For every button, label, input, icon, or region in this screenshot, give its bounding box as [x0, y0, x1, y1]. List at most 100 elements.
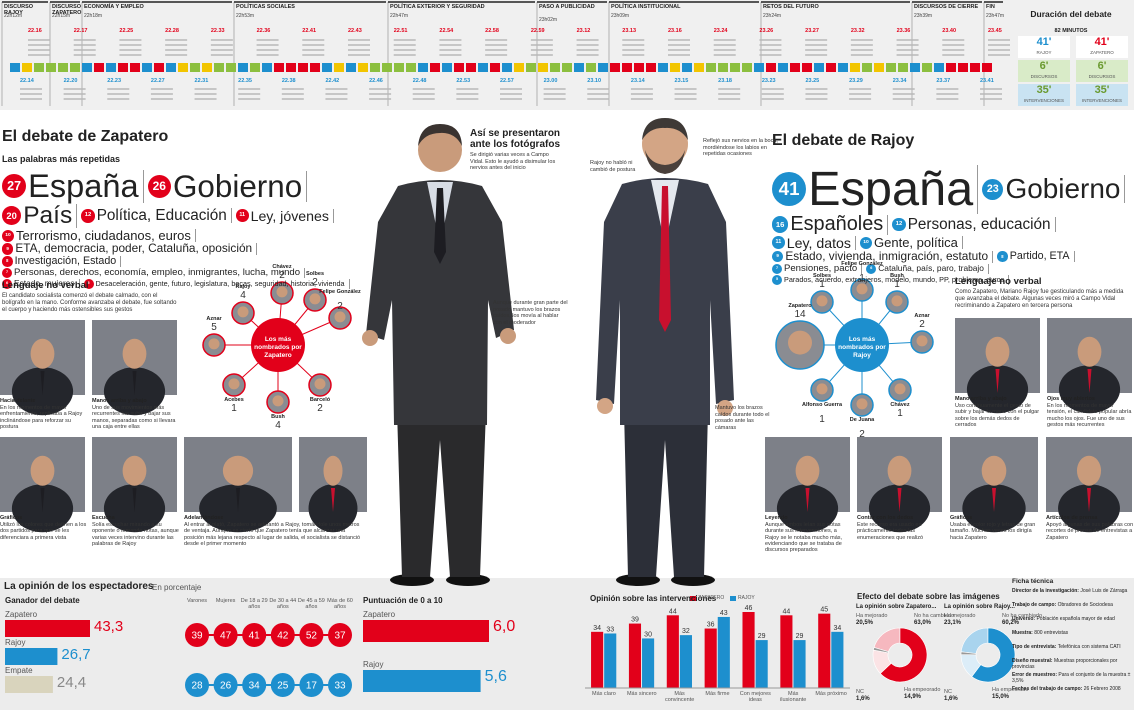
ficha-item: Universo: Población española mayor de ed…: [1012, 616, 1132, 622]
network-face: [816, 383, 828, 395]
figure-note: Mantuvo los brazos caídos durante todo e…: [715, 405, 770, 431]
ficha-label: Fechas del trabajo de campo:: [1012, 686, 1083, 692]
dot-label: 25: [277, 681, 289, 692]
legend-label: RAJOY: [738, 595, 755, 601]
network-name: Solbes: [812, 273, 832, 279]
word-count: 27: [2, 174, 27, 199]
duration-label: INTERVENCIONES: [1082, 98, 1122, 103]
duration-block: [1076, 36, 1128, 58]
photo-text: Apoyó algunas de sus palabras con recort…: [1046, 522, 1134, 541]
value-label: 5,6: [484, 668, 507, 685]
dot: [185, 673, 209, 697]
bar: [642, 638, 655, 688]
word-item: 27 España: [2, 170, 144, 203]
event-time: 22.46: [369, 78, 383, 84]
word-item: 10 Terrorismo, ciudadanos, euros: [2, 228, 196, 244]
word-item: 20 País: [2, 203, 78, 229]
figure-note: Aunque durante gran parte del posado man…: [493, 300, 568, 326]
network-face: [272, 395, 284, 407]
network-name: De Juana: [849, 417, 875, 423]
segment-title: DISCURSOS DE CIERRE: [914, 4, 979, 10]
time-square: [418, 63, 428, 72]
photo-caption: Hacia delante: [0, 398, 36, 404]
network-count: 2: [312, 277, 318, 288]
segment-title: DISCURSO RAJOY: [4, 4, 34, 16]
pie-slice: [879, 627, 928, 683]
network-face: [856, 398, 868, 410]
word-count: 11: [235, 209, 249, 223]
network-face: [916, 335, 928, 347]
ficha-item: Trabajo de campo: Obradores de Sociodesa: [1012, 602, 1132, 608]
section-subtitle: Las palabras más repetidas: [2, 154, 121, 164]
event-time: 23.37: [936, 78, 951, 84]
time-square: [622, 63, 632, 72]
nonverbal-title: Lenguaje no verbal: [955, 276, 1042, 287]
event-time: 23.15: [674, 78, 689, 84]
event-time: 22.51: [393, 28, 408, 34]
network-name: Aznar: [206, 316, 222, 322]
event-time: 22.53: [456, 78, 471, 84]
photo-tie: [897, 488, 902, 512]
time-square: [766, 63, 776, 72]
network-face: [788, 330, 812, 355]
segment-title: ECONOMÍA Y EMPLEO: [84, 4, 144, 10]
ficha-label: Error de muestreo:: [1012, 672, 1058, 678]
time-square: [694, 63, 704, 72]
time-square: [286, 63, 296, 72]
dot-label: 42: [277, 631, 289, 642]
time-square: [142, 63, 152, 72]
network-name: Aznar: [914, 313, 930, 319]
event-time: 23.18: [718, 78, 732, 84]
network-face: [208, 338, 220, 350]
time-square: [34, 63, 44, 72]
time-square: [526, 63, 536, 72]
photo-text: Al entrar al plató, Zapatero se adelantó…: [184, 522, 361, 547]
chart-title: Ganador del debate: [5, 596, 80, 605]
bar: [363, 620, 489, 642]
time-square: [922, 63, 932, 72]
time-square: [10, 63, 20, 72]
chart-title: La opinión sobre Zapatero...: [856, 604, 937, 610]
event-time: 22.36: [256, 28, 271, 34]
word-count: 7: [2, 267, 12, 278]
time-square: [106, 63, 116, 72]
ficha-item: Tipo de entrevista: Telefónica con siste…: [1012, 644, 1132, 650]
slice-value: 15,0%: [992, 694, 1010, 700]
segment-time: 23h24m: [763, 13, 782, 19]
segment-time: 22h15m: [52, 13, 71, 19]
section-title: El debate de Rajoy: [772, 132, 915, 149]
duration-value: 41': [1094, 36, 1110, 48]
time-square: [238, 63, 248, 72]
value-label: 32: [682, 628, 690, 635]
time-square: [850, 63, 860, 72]
group-label: Mujeres: [215, 598, 236, 604]
photo-head: [122, 455, 147, 486]
bar: [363, 670, 481, 692]
event-time: 23.29: [849, 78, 863, 84]
segment-title: POLÍTICA INSTITUCIONAL: [611, 4, 681, 10]
word-text: Terrorismo, ciudadanos, euros: [16, 228, 191, 244]
bar: [5, 648, 58, 665]
network-name: Bush: [890, 273, 904, 279]
slice-value: 63,0%: [914, 620, 932, 626]
group-label: De 30 a 44 años: [269, 598, 297, 610]
value-label: 39: [631, 617, 639, 624]
bar: [704, 628, 717, 688]
photo-text: Aunque ambos leían sus notas durante sus…: [765, 522, 843, 554]
segment-title: POLÍTICAS SOCIALES: [236, 4, 295, 10]
slice-value: 14,9%: [904, 694, 922, 700]
slice-value: 1,6%: [944, 696, 958, 702]
chart-title: Opinión sobre las intervenciones: [590, 594, 717, 603]
category-label: Más convincente: [664, 691, 695, 703]
segment-time: 23h39m: [914, 13, 933, 19]
network-count: 1: [819, 279, 825, 290]
duration-label: INTERVENCIONES: [1024, 98, 1064, 103]
value-label: 36: [707, 622, 715, 629]
event-time: 22.35: [238, 78, 252, 84]
word-text: Personas, educación: [907, 215, 1051, 233]
photo-caption: Escucha: [92, 515, 115, 521]
word-item: 41 España: [772, 165, 979, 214]
time-square: [670, 63, 680, 72]
time-square: [442, 63, 452, 72]
